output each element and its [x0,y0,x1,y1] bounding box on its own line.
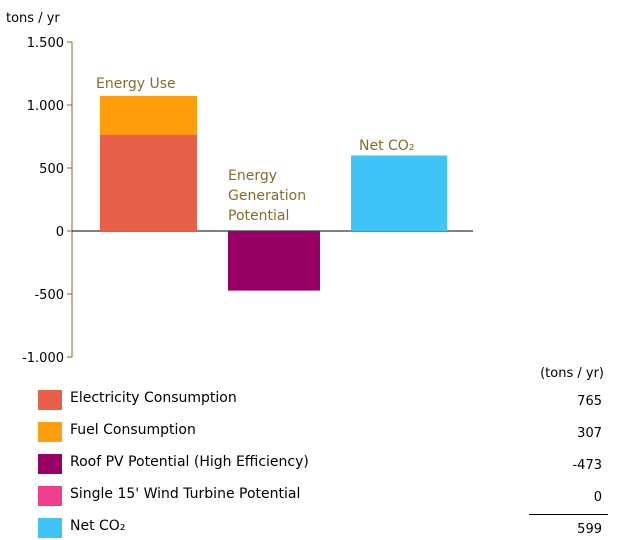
legend-label: Roof PV Potential (High Efficiency) [70,454,309,470]
legend-item-wind-turbine: Single 15' Wind Turbine Potential 0 [38,484,608,506]
category-label: Generation [228,188,306,204]
y-tick-label: 0 [56,225,64,240]
legend-value: 765 [577,394,602,409]
legend-swatch [38,422,62,442]
legend-swatch [38,518,62,538]
bar-segment [351,155,447,231]
legend-value: 307 [577,426,602,441]
legend-swatch [38,454,62,474]
legend-label: Net CO₂ [70,518,126,534]
total-divider [529,514,608,515]
legend-units-header: (tons / yr) [540,366,604,381]
y-tick-label: 1.000 [27,99,64,114]
legend-value: 599 [577,522,602,537]
legend-label: Electricity Consumption [70,390,237,406]
y-tick-label: 1.500 [27,36,64,51]
legend-label: Single 15' Wind Turbine Potential [70,486,301,502]
y-tick-label: -500 [34,288,64,303]
bar-segment [100,134,197,231]
legend-value: -473 [572,458,602,473]
legend-item-electricity: Electricity Consumption 765 [38,388,608,410]
category-label: Energy Use [96,76,176,92]
legend-swatch [38,486,62,506]
bar-segment [100,95,197,135]
legend-swatch [38,390,62,410]
y-tick-label: -1.000 [22,351,64,366]
legend-label: Fuel Consumption [70,422,196,438]
co2-bar-chart: tons / yr 1.500 1.000 500 0 -500 -1.000 Energ… [6,11,473,366]
legend-item-net-co2: Net CO₂ 599 [38,516,608,538]
y-axis-unit-label: tons / yr [6,11,60,26]
category-label: Energy [228,168,277,184]
legend-item-fuel: Fuel Consumption 307 [38,420,608,442]
legend-item-roof-pv: Roof PV Potential (High Efficiency) -473 [38,452,608,474]
legend-value: 0 [593,490,602,505]
bar-segment [228,231,320,291]
y-tick-label: 500 [39,162,64,177]
category-label: Potential [228,208,289,224]
category-label: Net CO₂ [359,138,414,154]
